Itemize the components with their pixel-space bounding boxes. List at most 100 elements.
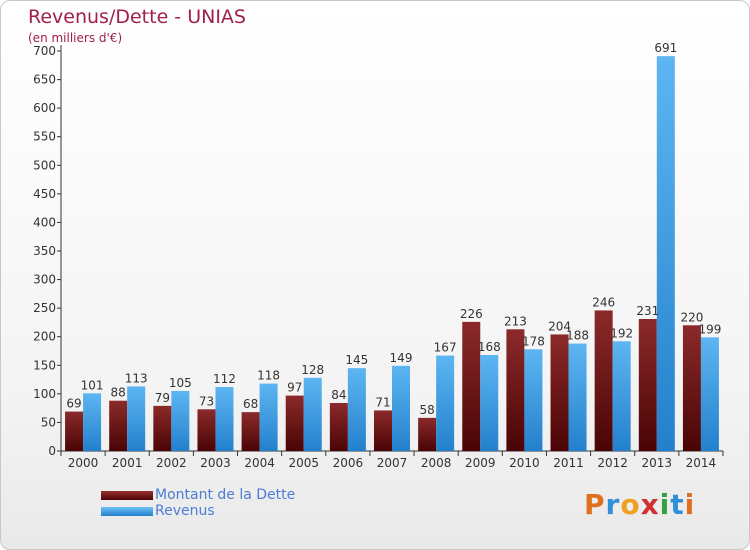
bar-dette <box>418 417 437 451</box>
data-label: 226 <box>460 307 483 321</box>
bar-revenus <box>700 337 719 451</box>
data-label: 58 <box>419 403 434 417</box>
x-tick-label: 2012 <box>597 456 628 470</box>
x-tick-label: 2010 <box>509 456 540 470</box>
data-label: 88 <box>111 386 126 400</box>
bar-dette <box>550 334 569 451</box>
y-tick-label: 150 <box>33 358 56 372</box>
data-label: 68 <box>243 397 258 411</box>
logo-letter: i <box>659 488 671 521</box>
data-label: 71 <box>375 395 390 409</box>
y-tick-label: 650 <box>33 73 56 87</box>
data-label: 118 <box>257 369 280 383</box>
x-tick-label: 2009 <box>465 456 496 470</box>
y-tick-label: 400 <box>33 215 56 229</box>
bar-revenus <box>436 355 455 451</box>
legend-label-dette: Montant de la Dette <box>155 487 296 503</box>
data-label: 112 <box>213 372 236 386</box>
bar-revenus <box>612 341 631 451</box>
data-label: 73 <box>199 394 214 408</box>
bar-dette <box>329 403 348 451</box>
bar-revenus <box>171 391 190 451</box>
y-tick-label: 100 <box>33 387 56 401</box>
logo-letter: t <box>670 488 685 521</box>
bar-dette <box>374 410 392 451</box>
x-tick-label: 2001 <box>112 456 143 470</box>
bar-dette <box>506 329 525 451</box>
data-label: 188 <box>566 329 589 343</box>
bar-revenus <box>215 387 234 451</box>
bar-dette <box>285 395 304 451</box>
bar-dette <box>153 405 172 451</box>
bar-dette <box>109 400 128 451</box>
y-tick-label: 500 <box>33 158 56 172</box>
legend-label-revenus: Revenus <box>155 503 215 519</box>
chart-subtitle: (en milliers d'€) <box>28 31 123 45</box>
logo-letter: P <box>584 488 606 521</box>
x-tick-label: 2007 <box>377 456 408 470</box>
y-tick-label: 0 <box>48 444 56 458</box>
data-label: 149 <box>390 351 413 365</box>
y-tick-label: 300 <box>33 273 56 287</box>
data-label: 213 <box>504 314 527 328</box>
y-tick-label: 600 <box>33 101 56 115</box>
x-tick-label: 2013 <box>642 456 673 470</box>
legend: Montant de la Dette Revenus <box>101 487 295 519</box>
bar-revenus <box>83 393 102 451</box>
data-label: 84 <box>331 388 346 402</box>
bar-revenus <box>656 56 675 452</box>
legend-item-dette: Montant de la Dette <box>101 487 295 503</box>
bar-revenus <box>127 386 146 451</box>
x-tick-label: 2000 <box>68 456 99 470</box>
y-tick-label: 550 <box>33 130 56 144</box>
bar-dette <box>682 325 701 451</box>
x-tick-label: 2008 <box>421 456 452 470</box>
data-label: 204 <box>548 319 571 333</box>
x-tick-label: 2014 <box>686 456 717 470</box>
x-tick-label: 2002 <box>156 456 187 470</box>
proxiti-logo: Proxiti <box>584 488 695 521</box>
data-label: 128 <box>301 363 324 377</box>
y-tick-label: 200 <box>33 330 56 344</box>
data-label: 231 <box>636 304 659 318</box>
data-label: 69 <box>66 397 81 411</box>
data-label: 167 <box>434 341 457 355</box>
data-label: 97 <box>287 381 302 395</box>
data-label: 199 <box>698 322 721 336</box>
bar-revenus <box>347 368 366 451</box>
x-tick-label: 2011 <box>553 456 584 470</box>
data-label: 79 <box>155 391 170 405</box>
chart-title: Revenus/Dette - UNIAS <box>28 6 246 28</box>
bar-dette <box>197 409 216 451</box>
bar-revenus <box>303 377 322 451</box>
bar-dette <box>594 310 613 451</box>
legend-item-revenus: Revenus <box>101 503 295 519</box>
bar-revenus <box>524 349 543 451</box>
x-tick-label: 2003 <box>200 456 231 470</box>
logo-letter: o <box>620 488 641 521</box>
x-tick-label: 2005 <box>288 456 319 470</box>
y-tick-label: 250 <box>33 301 56 315</box>
data-label: 145 <box>345 353 368 367</box>
data-label: 113 <box>125 371 148 385</box>
x-tick-label: 2004 <box>244 456 275 470</box>
bar-dette <box>241 412 260 451</box>
bar-dette <box>65 411 84 451</box>
x-tick-label: 2006 <box>333 456 364 470</box>
data-label: 691 <box>654 41 677 55</box>
bar-revenus <box>480 355 499 451</box>
bar-dette <box>638 319 657 451</box>
legend-swatch-dette <box>101 490 153 500</box>
data-label: 168 <box>478 340 501 354</box>
y-tick-label: 700 <box>33 44 56 58</box>
bar-revenus <box>392 365 410 451</box>
data-label: 101 <box>81 378 104 392</box>
data-label: 192 <box>610 326 633 340</box>
bar-revenus <box>568 343 587 451</box>
data-label: 220 <box>680 310 703 324</box>
legend-swatch-revenus <box>101 506 153 516</box>
data-label: 105 <box>169 376 192 390</box>
y-tick-label: 450 <box>33 187 56 201</box>
